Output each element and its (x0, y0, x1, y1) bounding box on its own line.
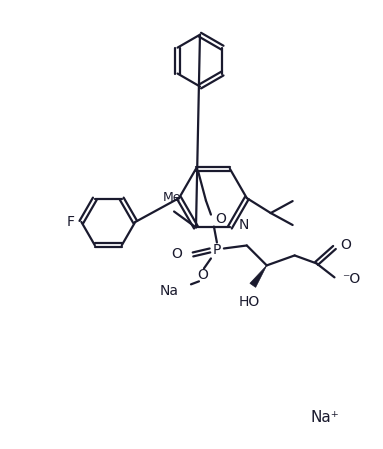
Text: Na⁺: Na⁺ (310, 410, 339, 425)
Text: O: O (171, 247, 182, 261)
Text: Na: Na (160, 284, 179, 298)
Text: O: O (340, 238, 351, 252)
Text: Me: Me (163, 190, 181, 203)
Text: P: P (213, 243, 221, 257)
Text: F: F (66, 215, 74, 229)
Text: HO: HO (238, 295, 259, 309)
Text: O: O (215, 211, 226, 225)
Text: O: O (198, 269, 208, 282)
Text: N: N (239, 219, 249, 233)
Polygon shape (250, 265, 267, 287)
Text: ⁻O: ⁻O (342, 273, 361, 286)
